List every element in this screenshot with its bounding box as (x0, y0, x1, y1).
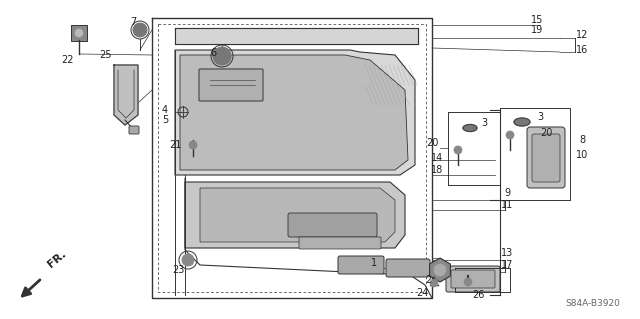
Polygon shape (114, 65, 138, 125)
PathPatch shape (175, 50, 415, 175)
Circle shape (213, 47, 231, 65)
Circle shape (506, 131, 514, 139)
Text: 4: 4 (162, 105, 168, 115)
Text: 11: 11 (501, 200, 513, 210)
Text: 6: 6 (210, 48, 216, 58)
Text: S84A-B3920: S84A-B3920 (565, 299, 620, 308)
Text: 16: 16 (576, 45, 588, 55)
Text: 12: 12 (576, 30, 588, 40)
PathPatch shape (180, 55, 408, 170)
FancyBboxPatch shape (129, 126, 139, 134)
Circle shape (189, 141, 197, 149)
FancyBboxPatch shape (532, 134, 560, 182)
Circle shape (434, 264, 446, 276)
Circle shape (464, 278, 472, 286)
Text: 1: 1 (371, 258, 377, 268)
FancyBboxPatch shape (288, 213, 377, 237)
Circle shape (133, 23, 147, 37)
Text: 26: 26 (472, 290, 484, 300)
Text: 2: 2 (425, 275, 431, 285)
Circle shape (75, 29, 83, 37)
FancyBboxPatch shape (299, 237, 381, 249)
FancyBboxPatch shape (71, 25, 87, 41)
Text: 5: 5 (162, 115, 168, 125)
Text: 25: 25 (99, 50, 111, 60)
Text: 13: 13 (501, 248, 513, 258)
FancyBboxPatch shape (527, 127, 565, 188)
Ellipse shape (463, 124, 477, 131)
Text: 23: 23 (172, 265, 184, 275)
Text: 22: 22 (61, 55, 74, 65)
Text: 3: 3 (537, 112, 543, 122)
FancyBboxPatch shape (451, 270, 495, 288)
Text: 9: 9 (504, 188, 510, 198)
Text: 3: 3 (481, 118, 487, 128)
Text: 24: 24 (416, 288, 428, 298)
Text: FR.: FR. (46, 249, 68, 270)
Text: 19: 19 (531, 25, 543, 35)
Ellipse shape (514, 118, 530, 126)
Text: 21: 21 (169, 140, 181, 150)
Text: 18: 18 (431, 165, 443, 175)
Text: 10: 10 (576, 150, 588, 160)
Text: 14: 14 (431, 153, 443, 163)
FancyBboxPatch shape (386, 259, 430, 277)
Text: 17: 17 (501, 260, 513, 270)
Circle shape (430, 279, 438, 287)
PathPatch shape (200, 188, 395, 242)
Text: 7: 7 (130, 17, 136, 27)
FancyBboxPatch shape (338, 256, 384, 274)
FancyBboxPatch shape (199, 69, 263, 101)
Text: 20: 20 (426, 138, 438, 148)
Circle shape (182, 254, 194, 266)
Text: 15: 15 (531, 15, 543, 25)
FancyBboxPatch shape (446, 266, 500, 292)
Circle shape (454, 146, 462, 154)
PathPatch shape (185, 182, 405, 248)
Text: 20: 20 (540, 128, 552, 138)
Text: 8: 8 (579, 135, 585, 145)
